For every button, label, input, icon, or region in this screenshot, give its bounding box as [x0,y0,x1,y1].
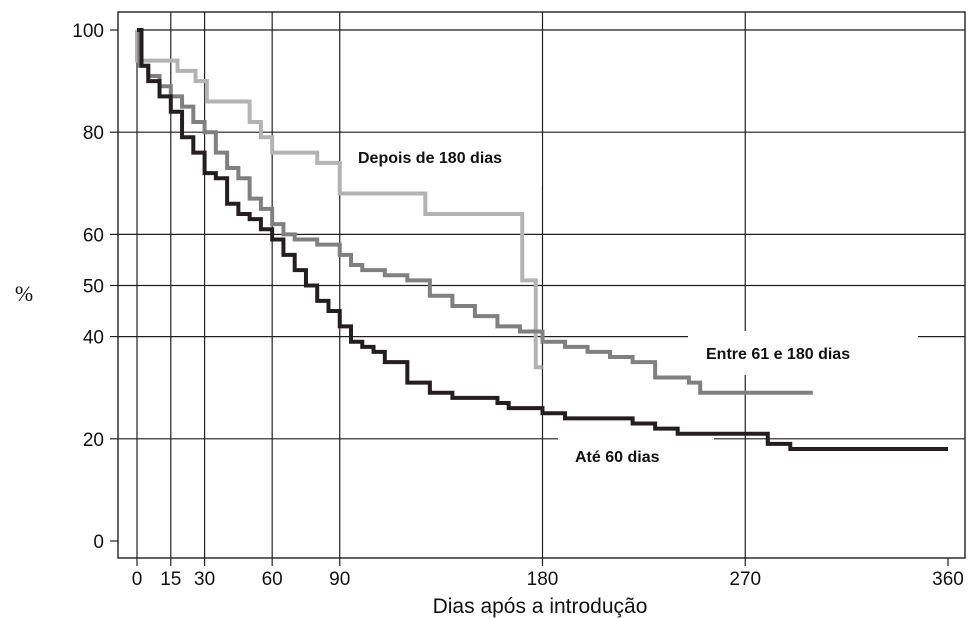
y-tick-label-50: 50 [83,277,104,298]
x-tick-label-15: 15 [160,569,181,590]
x-tick-label-60: 60 [262,569,283,590]
label-box-2 [558,436,714,476]
y-tick-label-20: 20 [83,430,104,451]
y-tick-label-40: 40 [83,328,104,349]
y-tick-label-0: 0 [93,532,104,553]
y-axis-label: % [15,281,33,306]
label-box-0 [352,136,542,186]
series-line-2 [137,28,948,452]
x-tick-label-360: 360 [932,569,964,590]
series-line-0 [135,30,543,370]
axis-ticks: 0 15 30 60 90 180 270 360 0 20 40 50 60 80 100 [72,21,964,590]
series-line-1 [137,28,813,395]
y-tick-label-60: 60 [83,225,104,246]
series-label-depois: Depois de 180 dias [358,150,502,167]
label-box-1 [688,331,918,375]
series-label-entre: Entre 61 e 180 dias [706,346,850,363]
x-tick-label-180: 180 [527,569,559,590]
series-lines [135,28,948,452]
x-tick-label-30: 30 [194,569,215,590]
x-axis-label: Dias após a introdução [433,595,648,618]
series-label-ate: Até 60 dias [575,449,660,466]
x-tick-label-90: 90 [329,569,350,590]
x-tick-label-0: 0 [132,569,143,590]
x-tick-label-270: 270 [729,569,761,590]
y-tick-label-80: 80 [83,123,104,144]
label-boxes [352,136,918,476]
y-tick-label-100: 100 [72,21,104,42]
